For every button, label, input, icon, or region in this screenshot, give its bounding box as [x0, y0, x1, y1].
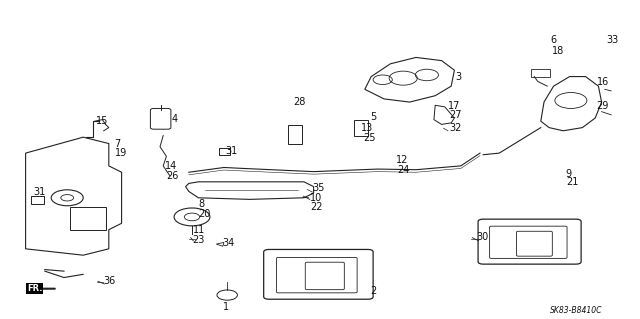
Text: 15: 15 [96, 115, 108, 126]
Bar [219, 148, 230, 155]
Text: 27: 27 [449, 110, 462, 121]
Text: 29: 29 [596, 101, 609, 111]
Text: 13: 13 [361, 122, 373, 133]
Text: 25: 25 [363, 133, 376, 143]
Text: 35: 35 [312, 182, 324, 193]
Text: 34: 34 [223, 238, 235, 248]
Text: 22: 22 [310, 202, 323, 212]
Text: 9: 9 [566, 168, 572, 179]
Text: 21: 21 [566, 177, 578, 188]
Text: SK83-B8410C: SK83-B8410C [550, 306, 603, 315]
Text: 12: 12 [396, 155, 408, 165]
Text: 31: 31 [225, 145, 237, 156]
Text: 1: 1 [223, 302, 229, 312]
Text: 32: 32 [449, 122, 461, 133]
Bar [70, 207, 106, 230]
Text: 5: 5 [370, 112, 376, 122]
Text: 2: 2 [370, 286, 376, 296]
Text: 18: 18 [552, 46, 564, 56]
Text: 36: 36 [104, 276, 116, 286]
Bar [354, 120, 368, 136]
Text: 24: 24 [397, 165, 409, 175]
Text: 14: 14 [165, 161, 177, 171]
Bar [288, 125, 302, 144]
Text: 10: 10 [310, 193, 322, 203]
Text: 16: 16 [596, 77, 609, 87]
Text: 19: 19 [115, 148, 127, 158]
Bar [31, 196, 44, 204]
Text: 6: 6 [550, 35, 557, 45]
Text: 8: 8 [198, 199, 205, 209]
Text: 31: 31 [33, 187, 45, 197]
Text: 33: 33 [607, 35, 619, 45]
Text: 3: 3 [456, 72, 462, 82]
Text: 30: 30 [476, 232, 488, 242]
Bar [531, 69, 550, 77]
Text: FR.: FR. [27, 284, 42, 293]
Text: 7: 7 [114, 139, 120, 149]
Text: 26: 26 [166, 171, 179, 181]
Text: 4: 4 [172, 114, 178, 124]
Text: 28: 28 [293, 97, 305, 107]
Text: 17: 17 [448, 101, 460, 111]
Text: 20: 20 [198, 209, 211, 219]
Text: 23: 23 [192, 235, 204, 245]
Text: 11: 11 [193, 225, 205, 235]
